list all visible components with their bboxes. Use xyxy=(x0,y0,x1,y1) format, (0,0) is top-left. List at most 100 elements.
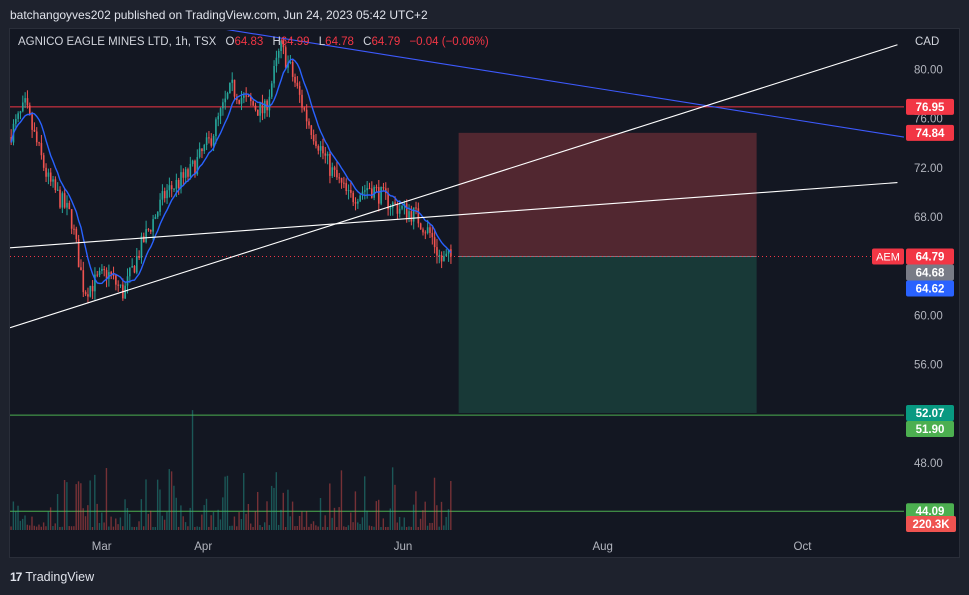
candle-body xyxy=(70,209,73,229)
volume-bar xyxy=(415,491,417,530)
volume-bar xyxy=(208,526,210,530)
symbol-title[interactable]: AGNICO EAGLE MINES LTD, 1h, TSX xyxy=(18,36,217,48)
candle-body xyxy=(26,98,29,106)
tradingview-brand[interactable]: 17 TradingView xyxy=(10,570,94,584)
x-tick-label: Jun xyxy=(394,541,413,553)
trendline-0 xyxy=(226,30,904,138)
candle-body xyxy=(52,179,54,182)
candle-body xyxy=(110,272,113,275)
candle-body xyxy=(189,163,192,177)
price-label: 52.07 xyxy=(916,408,945,420)
open-label: O xyxy=(225,36,235,48)
candle-body xyxy=(412,207,415,222)
volume-bar xyxy=(310,523,312,530)
price-label-box xyxy=(906,264,954,281)
candle-body xyxy=(450,249,452,257)
candle-body xyxy=(357,201,359,204)
candle-body xyxy=(140,236,143,258)
price-label-box xyxy=(906,503,954,520)
candle-body xyxy=(19,111,22,114)
volume-bar xyxy=(380,526,382,530)
candle-body xyxy=(405,203,408,219)
candle-body xyxy=(315,141,317,147)
volume-bar xyxy=(198,526,201,530)
candle-body xyxy=(89,285,92,297)
candle-body xyxy=(96,274,99,276)
volume-bar xyxy=(345,526,347,530)
price-label: 74.84 xyxy=(916,128,945,140)
volume-bar xyxy=(261,526,264,530)
candle-body xyxy=(324,153,327,156)
candle-body xyxy=(289,61,292,63)
candle-body xyxy=(94,274,96,292)
candle-body xyxy=(66,202,68,208)
volume-bar xyxy=(10,526,12,530)
candle-body xyxy=(28,105,31,115)
volume-bar xyxy=(287,489,289,530)
volume-bar xyxy=(433,477,436,530)
candle-body xyxy=(319,146,322,151)
volume-bar xyxy=(291,501,294,530)
volume-bar xyxy=(277,524,280,530)
candle-body xyxy=(135,256,138,273)
volume-bar xyxy=(387,526,389,530)
publisher-line: batchangoyves202 published on TradingVie… xyxy=(10,8,428,22)
volume-bar xyxy=(180,505,182,530)
volume-bar xyxy=(201,514,203,530)
candle-body xyxy=(398,208,401,214)
candle-body xyxy=(40,142,43,156)
candle-body xyxy=(347,190,350,192)
volume-bar xyxy=(66,482,68,530)
volume-bar xyxy=(443,525,445,530)
price-label-box xyxy=(906,124,954,141)
candle-body xyxy=(354,202,357,204)
candle-body xyxy=(389,207,392,210)
candle-body xyxy=(394,202,396,204)
volume-bar xyxy=(317,526,319,530)
volume-bar xyxy=(42,522,45,530)
volume-bar xyxy=(38,524,40,530)
candle-body xyxy=(329,153,331,176)
open-value: 64.83 xyxy=(234,36,264,48)
candle-body xyxy=(194,160,196,175)
volume-bar xyxy=(177,526,180,530)
volume-bar xyxy=(259,525,261,530)
candle-body xyxy=(133,266,136,273)
candle-body xyxy=(210,138,213,146)
candle-body xyxy=(440,255,443,262)
candle-body xyxy=(35,131,38,143)
volume-bar xyxy=(52,526,54,530)
volume-bar xyxy=(368,525,371,530)
candle-body xyxy=(401,205,403,209)
price-label-box xyxy=(906,248,954,265)
volume-bar xyxy=(352,522,354,530)
volume-bar xyxy=(145,479,147,530)
candle-body xyxy=(59,189,61,208)
volume-bar xyxy=(135,526,138,530)
candle-body xyxy=(75,228,78,240)
candle-body xyxy=(443,256,445,262)
volume-bar xyxy=(403,517,405,530)
volume-bar xyxy=(357,522,359,530)
candle-body xyxy=(303,107,306,110)
candle-body xyxy=(112,274,115,276)
volume-bar xyxy=(273,487,275,530)
volume-bar xyxy=(284,526,287,530)
candle-body xyxy=(301,94,303,108)
candle-body xyxy=(124,285,126,299)
volume-bar xyxy=(82,508,84,530)
volume-bar xyxy=(196,526,198,530)
candle-body xyxy=(103,268,106,271)
volume-bar xyxy=(361,517,364,530)
candle-body xyxy=(54,179,57,191)
volume-bar xyxy=(163,519,166,530)
volume-bar xyxy=(21,518,24,530)
volume-bar xyxy=(270,485,273,530)
volume-bar xyxy=(73,526,75,530)
candle-body xyxy=(142,236,145,243)
candle-body xyxy=(33,129,36,132)
price-label-box xyxy=(906,280,954,297)
volume-bar xyxy=(191,410,194,530)
volume-bar xyxy=(275,472,277,530)
